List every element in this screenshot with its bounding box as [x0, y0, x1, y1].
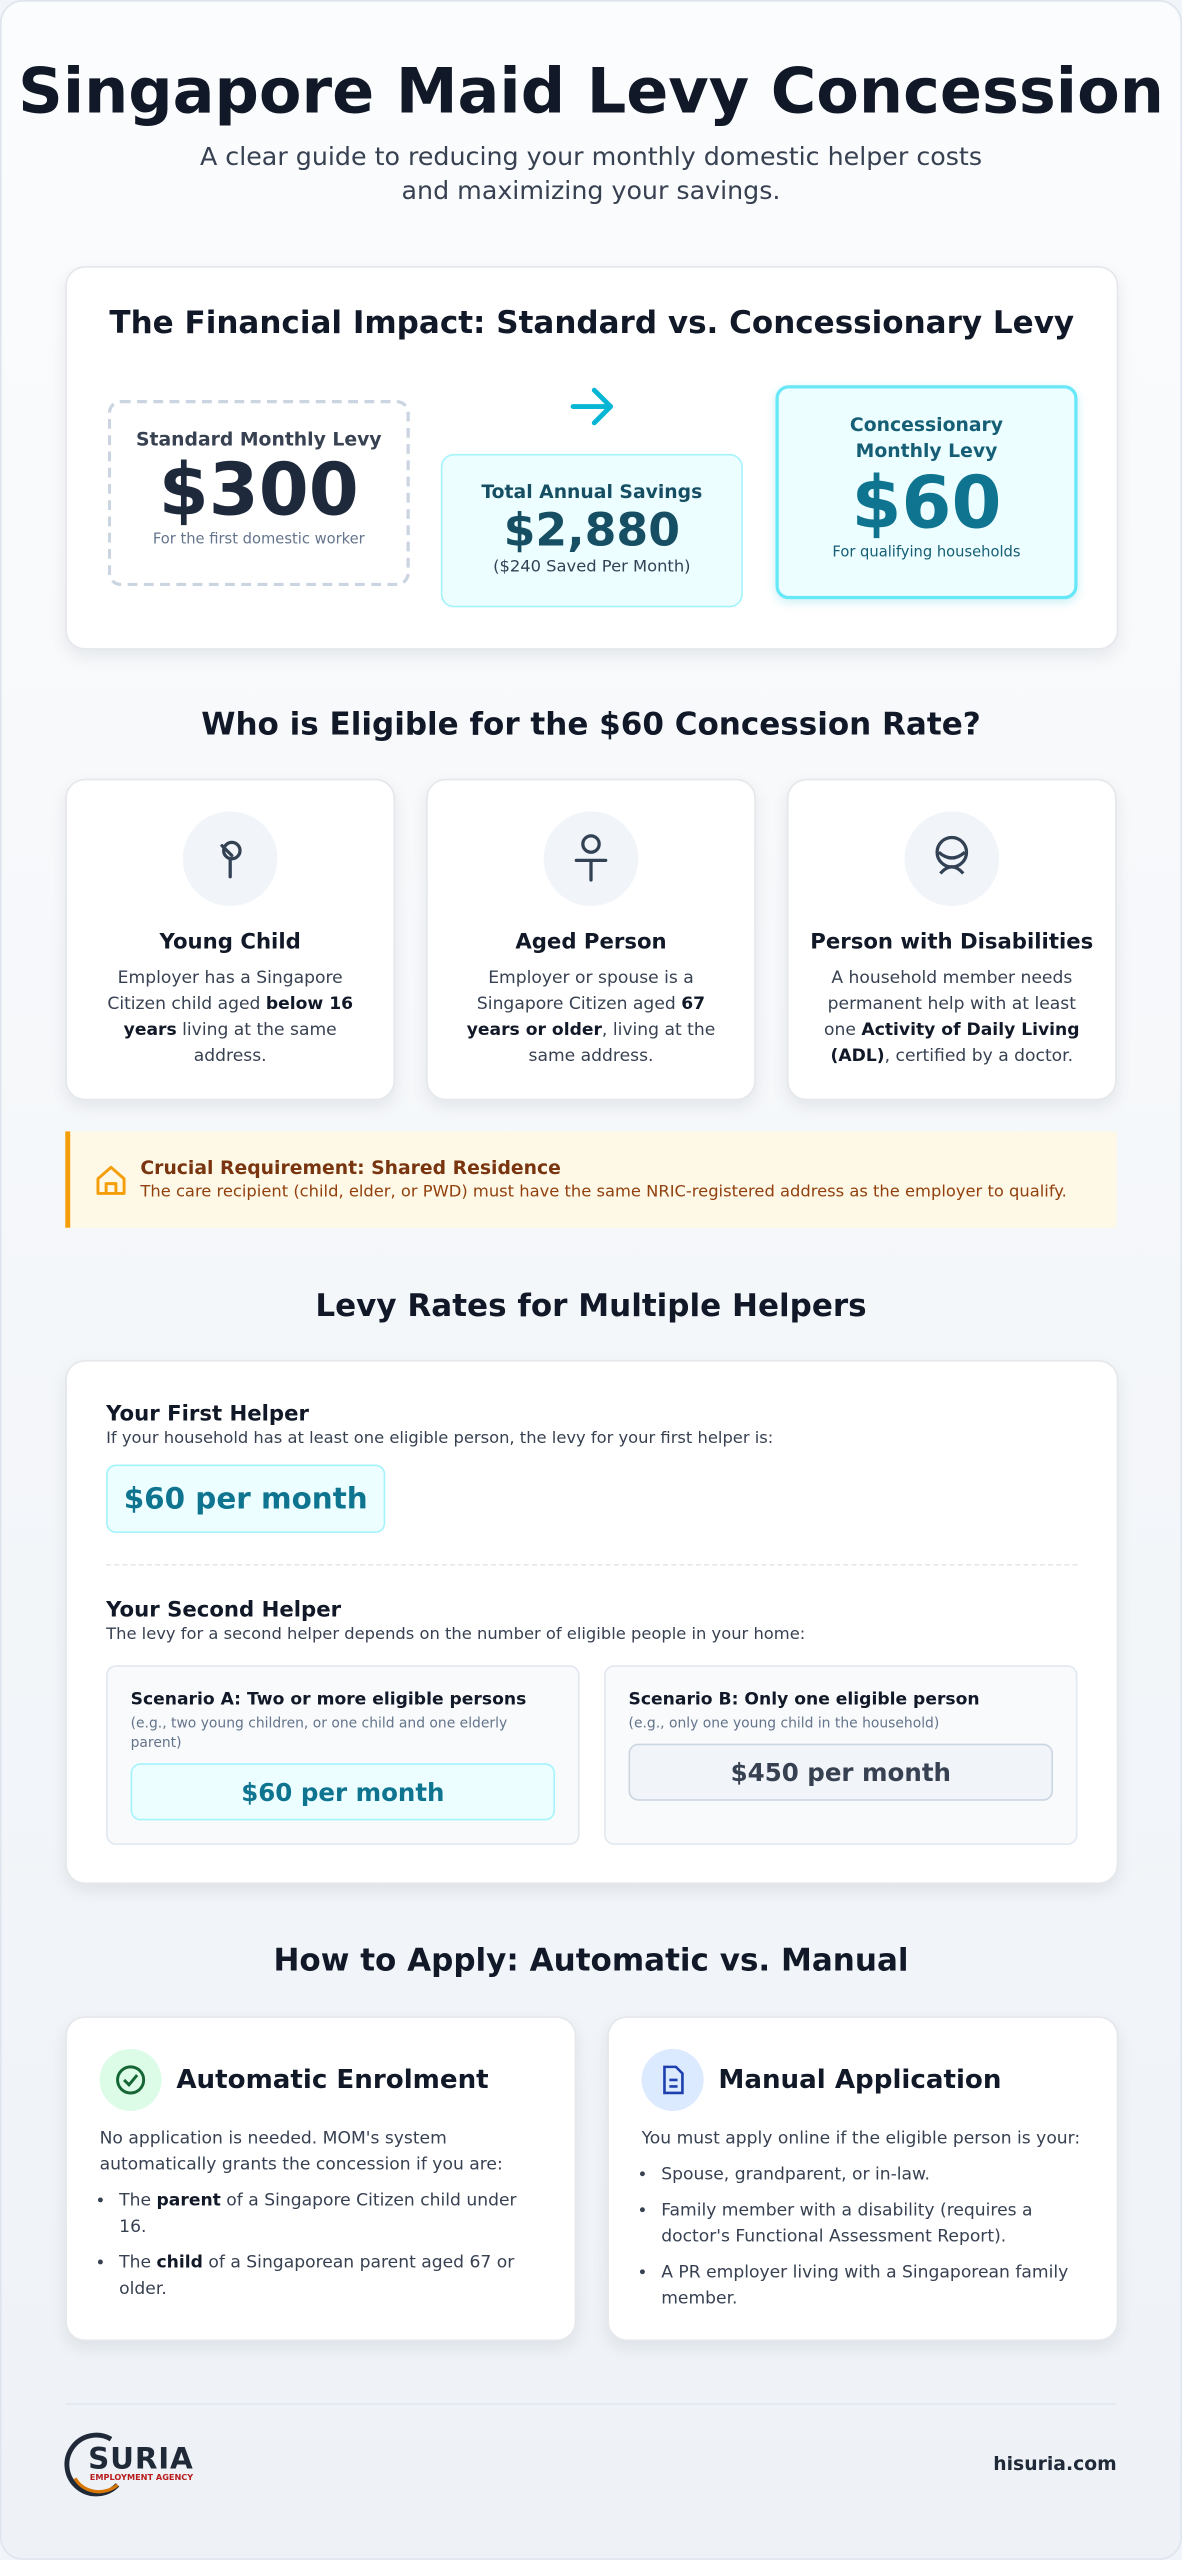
card-text: Employer or spouse is a Singapore Citize… [451, 965, 732, 1069]
eligibility-card: Person with Disabilities A household mem… [786, 778, 1117, 1101]
scenario: Scenario B: Only one eligible person (e.… [604, 1665, 1078, 1845]
arrow-icon [570, 387, 614, 426]
text: of a Singapore Citizen child under 16. [119, 2190, 517, 2237]
card-title: Person with Disabilities [810, 930, 1094, 956]
savings-note: ($240 Saved Per Month) [493, 558, 691, 577]
concession-box: Concessionary Monthly Levy $60 For quali… [775, 385, 1078, 600]
savings-label: Total Annual Savings [481, 479, 703, 503]
scenario-rate: $450 per month [628, 1743, 1054, 1801]
eligibility-card: Young Child Employer has a Singapore Cit… [65, 778, 396, 1101]
card-text: Employer has a Singapore Citizen child a… [90, 965, 371, 1069]
scenario-example: (e.g., only one young child in the house… [628, 1715, 940, 1733]
list-item: Spouse, grandparent, or in-law. [661, 2162, 1084, 2188]
apply-card-body: No application is needed. MOM's system a… [100, 2126, 542, 2312]
bold-text: Activity of Daily Living (ADL) [830, 1020, 1080, 1067]
icon-circle [641, 2048, 704, 2111]
concession-label: Concessionary Monthly Levy [849, 413, 1004, 463]
text: The [119, 2252, 157, 2273]
subtitle: A clear guide to reducing your monthly d… [199, 142, 983, 206]
list-item: The child of a Singaporean parent aged 6… [119, 2250, 542, 2302]
care-icon [935, 835, 969, 875]
text: The [119, 2190, 157, 2211]
apply-card-title: Manual Application [718, 2063, 1002, 2095]
check-icon [116, 2065, 146, 2095]
icon-circle [99, 2048, 162, 2111]
standard-amount: $300 [158, 448, 359, 533]
concession-note: For qualifying households [832, 545, 1021, 562]
scenario-example: (e.g., two young children, or one child … [130, 1715, 508, 1752]
text: of a Singaporean parent aged 67 or older… [119, 2252, 515, 2299]
rates-title: Levy Rates for Multiple Helpers [315, 1288, 867, 1325]
text: Employer has a Singapore Citizen child a… [107, 968, 343, 1014]
text: Spouse, grandparent, or in-law. [661, 2164, 930, 2185]
card-text: A household member needs permanent help … [811, 965, 1092, 1069]
notice: Crucial Requirement: Shared Residence Th… [65, 1131, 1117, 1228]
impact-title: The Financial Impact: Standard vs. Conce… [109, 305, 1075, 342]
card-title: Young Child [159, 930, 301, 956]
savings-box: Total Annual Savings $2,880 ($240 Saved … [440, 453, 743, 608]
apply-title: How to Apply: Automatic vs. Manual [273, 1942, 909, 1979]
first-title: Your First Helper [106, 1402, 309, 1427]
icon-circle [543, 811, 639, 907]
logo-text: SURIA [88, 2442, 194, 2477]
apply-card-body: You must apply online if the eligible pe… [642, 2126, 1084, 2322]
notice-title: Crucial Requirement: Shared Residence [140, 1155, 561, 1179]
concession-amount: $60 [851, 462, 1002, 546]
bold-text: child [156, 2252, 203, 2273]
apply-list: Spouse, grandparent, or in-law. Family me… [642, 2162, 1084, 2312]
text: , certified by a doctor. [884, 1046, 1074, 1067]
text: Family member with a disability (require… [661, 2200, 1033, 2247]
scenario: Scenario A: Two or more eligible persons… [106, 1665, 580, 1845]
apply-card-title: Automatic Enrolment [176, 2063, 489, 2095]
divider [106, 1564, 1078, 1566]
child-icon [220, 840, 242, 879]
second-text: The levy for a second helper depends on … [106, 1626, 806, 1645]
text: A household member needs permanent help … [824, 968, 1076, 1040]
text: A PR employer living with a Singaporean … [661, 2262, 1069, 2309]
notice-text: The care recipient (child, elder, or PWD… [140, 1183, 1067, 1202]
title: Singapore Maid Levy Concession [18, 55, 1164, 128]
standard-box: Standard Monthly Levy $300 For the first… [107, 399, 410, 587]
logo-mark [64, 2432, 120, 2497]
first-rate: $60 per month [106, 1464, 386, 1534]
text: living at the same address. [176, 1020, 337, 1067]
icon-circle [904, 811, 1000, 907]
scenario-title: Scenario A: Two or more eligible persons [130, 1689, 527, 1710]
bold-text: below 16 years [123, 994, 354, 1040]
home-icon [96, 1165, 126, 1195]
bold-text: parent [156, 2190, 221, 2211]
rates-card: Your First Helper If your household has … [65, 1359, 1119, 1885]
list-item: A PR employer living with a Singaporean … [661, 2260, 1084, 2312]
second-title: Your Second Helper [106, 1598, 342, 1623]
savings-amount: $2,880 [503, 502, 681, 557]
apply-intro: You must apply online if the eligible pe… [641, 2128, 1081, 2149]
footer-rule [65, 2403, 1117, 2405]
logo-subtext: EMPLOYMENT AGENCY [89, 2473, 194, 2484]
list-item: The parent of a Singapore Citizen child … [119, 2188, 542, 2240]
eligibility-title: Who is Eligible for the $60 Concession R… [201, 706, 981, 743]
document-icon [663, 2065, 684, 2095]
scenario-title: Scenario B: Only one eligible person [628, 1689, 980, 1710]
apply-list: The parent of a Singapore Citizen child … [100, 2188, 542, 2302]
card-title: Aged Person [515, 930, 667, 956]
person-icon [574, 834, 608, 882]
first-text: If your household has at least one eligi… [106, 1430, 774, 1449]
apply-card: Manual Application You must apply online… [607, 2016, 1119, 2342]
text: Employer or spouse is a Singapore Citize… [476, 968, 694, 1014]
apply-intro: No application is needed. MOM's system a… [99, 2128, 503, 2175]
impact-card: The Financial Impact: Standard vs. Conce… [65, 266, 1119, 650]
standard-label: Standard Monthly Levy [135, 427, 382, 451]
icon-circle [182, 811, 278, 907]
eligibility-card: Aged Person Employer or spouse is a Sing… [426, 778, 756, 1101]
apply-card: Automatic Enrolment No application is ne… [65, 2016, 577, 2342]
bold-text: 67 years or older [466, 994, 706, 1040]
standard-note: For the first domestic worker [152, 532, 365, 549]
site: hisuria.com [993, 2452, 1117, 2476]
list-item: Family member with a disability (require… [661, 2197, 1084, 2249]
text: , living at the same address. [528, 1020, 716, 1067]
scenario-rate: $60 per month [130, 1763, 556, 1821]
